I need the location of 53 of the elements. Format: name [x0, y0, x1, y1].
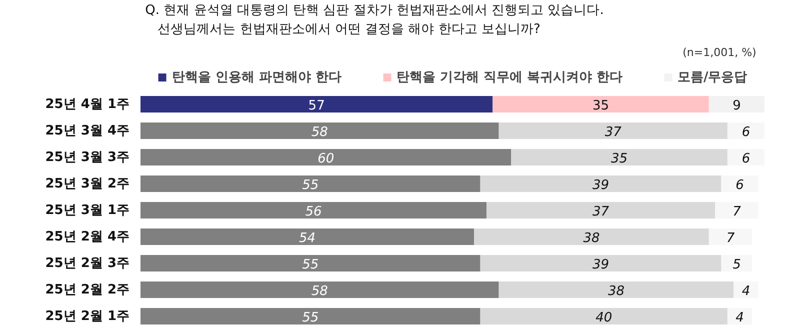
data-label: 4 [742, 284, 750, 299]
data-label: 6 [736, 178, 744, 193]
chart-subtitle: 선생님께서는 헌법재판소에서 어떤 결정을 해야 한다고 보십니까? [158, 22, 540, 37]
bar [140, 202, 486, 218]
data-label: 55 [302, 257, 319, 272]
chart-title: Q. 현재 윤석열 대통령의 탄핵 심판 절차가 헌법재판소에서 진행되고 있습니다. [145, 3, 604, 18]
bar [492, 96, 709, 112]
bar [140, 255, 480, 272]
bar [140, 149, 512, 166]
data-label: 54 [299, 230, 316, 246]
data-label: 56 [305, 204, 322, 220]
bar [140, 308, 480, 324]
data-label: 5 [732, 257, 741, 272]
bar [140, 122, 499, 139]
legend-label: 모름/무응답 [677, 69, 748, 86]
y-tick-label: 25년 3월 1주 [45, 202, 130, 218]
y-tick-label: 25년 2월 3주 [45, 256, 130, 271]
data-label: 6 [742, 151, 750, 166]
y-tick-label: 25년 3월 3주 [45, 150, 130, 165]
data-label: 58 [311, 124, 328, 140]
data-label: 6 [742, 124, 750, 140]
data-label: 57 [308, 98, 325, 114]
y-tick-label: 25년 3월 2주 [45, 176, 130, 192]
data-label: 35 [592, 98, 610, 114]
y-tick-label: 25년 4월 1주 [45, 96, 130, 112]
data-label: 38 [583, 230, 600, 246]
y-tick-label: 25년 2월 1주 [45, 308, 130, 324]
bar [708, 96, 764, 112]
data-label: 7 [726, 230, 736, 246]
data-label: 37 [592, 204, 610, 220]
bar [140, 96, 493, 112]
text: (n=1,001, %) [682, 46, 756, 59]
bar [140, 282, 499, 298]
data-label: 38 [608, 284, 624, 299]
data-label: 58 [311, 284, 328, 299]
legend-label: 탄핵을 인용해 파면해야 한다 [172, 69, 342, 86]
data-label: 60 [318, 151, 334, 166]
data-label: 7 [732, 204, 742, 220]
data-label: 39 [592, 178, 610, 193]
data-label: 37 [604, 124, 622, 140]
y-tick-label: 25년 2월 4주 [45, 229, 130, 244]
data-label: 55 [302, 178, 319, 193]
legend-label: 탄핵을 기각해 직무에 복귀시켜야 한다 [396, 69, 622, 86]
data-label: 4 [736, 310, 744, 326]
bar [140, 176, 480, 192]
bar [140, 228, 474, 245]
data-label: 9 [732, 98, 741, 114]
data-label: 35 [611, 151, 628, 166]
data-label: 40 [596, 310, 612, 326]
y-tick-label: 25년 3월 4주 [45, 123, 130, 138]
y-tick-label: 25년 2월 2주 [45, 282, 130, 298]
data-label: 55 [302, 310, 319, 326]
data-label: 39 [592, 257, 610, 272]
